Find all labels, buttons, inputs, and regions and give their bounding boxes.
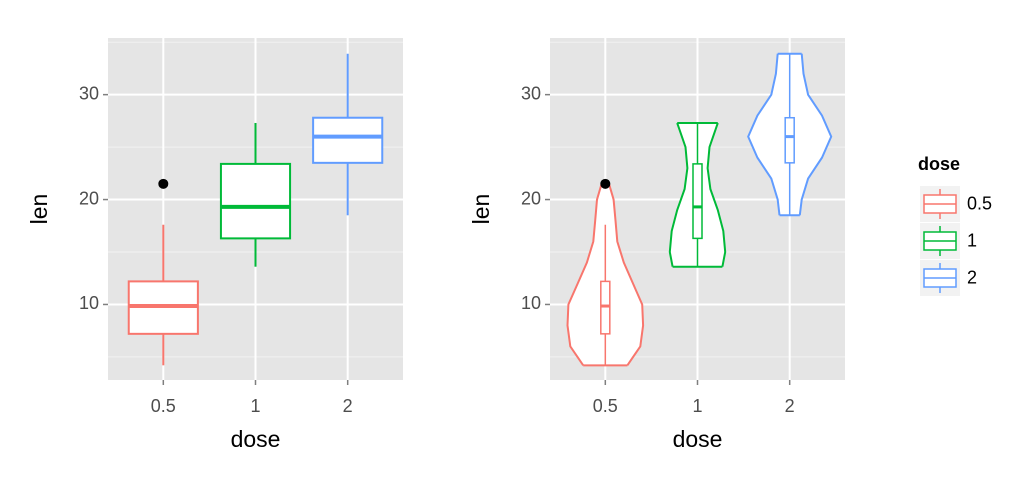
- box: [600, 280, 611, 335]
- violin-outline-left: [668, 122, 689, 267]
- y-axis-title: len: [468, 194, 494, 225]
- outlier: [600, 178, 611, 189]
- x-tick-label: 2: [343, 396, 353, 416]
- violin-outline-right: [798, 53, 833, 216]
- violin-outline-left: [747, 53, 781, 216]
- x-axis-title: dose: [231, 426, 281, 452]
- y-tick-label: 10: [79, 293, 99, 313]
- box: [784, 116, 795, 164]
- x-tick-label: 0.5: [151, 396, 176, 416]
- legend-label: 1: [967, 230, 977, 250]
- y-tick-label: 20: [521, 188, 541, 208]
- y-axis-title: len: [26, 194, 52, 225]
- x-tick-label: 1: [250, 396, 260, 416]
- violin-outline-right: [706, 122, 727, 267]
- outlier: [158, 178, 169, 189]
- x-tick-label: 2: [785, 396, 795, 416]
- y-tick-label: 30: [79, 83, 99, 103]
- y-tick-label: 30: [521, 83, 541, 103]
- legend-label: 0.5: [967, 193, 992, 213]
- legend-label: 2: [967, 267, 977, 287]
- y-tick-label: 20: [79, 188, 99, 208]
- violin-outline-right: [608, 183, 645, 366]
- box: [692, 163, 703, 240]
- x-tick-label: 0.5: [593, 396, 618, 416]
- x-axis-title: dose: [673, 426, 723, 452]
- violin-outline-left: [566, 183, 603, 366]
- x-tick-label: 1: [692, 396, 702, 416]
- box: [312, 116, 384, 164]
- y-tick-label: 10: [521, 293, 541, 313]
- legend-title: dose: [918, 154, 960, 174]
- box: [219, 162, 292, 240]
